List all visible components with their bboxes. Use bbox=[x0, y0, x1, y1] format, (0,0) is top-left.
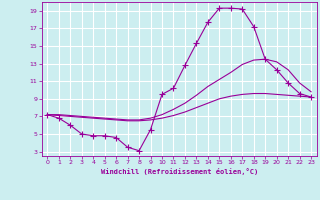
X-axis label: Windchill (Refroidissement éolien,°C): Windchill (Refroidissement éolien,°C) bbox=[100, 168, 258, 175]
